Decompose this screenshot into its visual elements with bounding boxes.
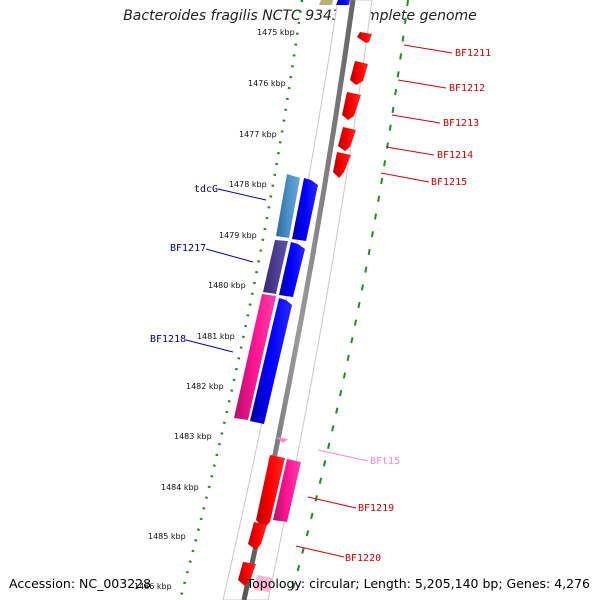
gene-arrow-reverse-1	[256, 455, 285, 528]
gene-label-BF1219: BF1219	[358, 503, 394, 514]
backbone-band	[222, 0, 373, 600]
gene-block-BF1218	[234, 294, 276, 420]
kbp-label-1484: 1484 kbp	[161, 483, 199, 492]
gene-block-blue-top	[336, 0, 350, 5]
gene-arrow-reverse-2	[238, 562, 256, 586]
gene-label-BF1220: BF1220	[345, 553, 381, 564]
kbp-label-1483: 1483 kbp	[174, 432, 212, 441]
gene-label-BFt15: BFt15	[370, 456, 400, 467]
gene-label-BF1214: BF1214	[437, 150, 473, 161]
gene-arrow-BF1214	[338, 127, 356, 151]
leader-BFt15	[317, 449, 369, 462]
gene-label-BF1212: BF1212	[449, 83, 485, 94]
kbp-label-1481: 1481 kbp	[197, 332, 235, 341]
gene-block-olive	[319, 0, 333, 5]
leader-lines	[185, 44, 453, 558]
leader-BF1212	[397, 79, 447, 89]
leader-BF1220	[295, 545, 345, 558]
gene-block-pink-bottom	[254, 575, 273, 592]
gene-arrow-BF1211	[357, 32, 372, 43]
leader-BF1214	[385, 146, 435, 156]
kbp-label-1485: 1485 kbp	[148, 532, 186, 541]
leader-BF1211	[403, 44, 453, 54]
leader-tdcG	[217, 188, 267, 201]
leader-BF1218	[185, 339, 234, 353]
accession-text: Accession: NC_003228	[9, 576, 152, 591]
leader-BF1213	[391, 114, 441, 124]
genome-stats-text: Topology: circular; Length: 5,205,140 bp…	[246, 576, 590, 591]
leader-BF1215	[380, 172, 430, 183]
kbp-label-1486: 1486 kbp	[134, 582, 172, 591]
kbp-label-1475: 1475 kbp	[257, 28, 295, 37]
gene-label-tdcG: tdcG	[194, 184, 218, 195]
gene-label-BF1213: BF1213	[443, 118, 479, 129]
kbp-label-1476: 1476 kbp	[248, 79, 286, 88]
gene-arrow-BF1213	[342, 92, 361, 120]
gene-label-BF1215: BF1215	[431, 177, 467, 188]
kbp-label-1477: 1477 kbp	[239, 130, 277, 139]
forward-genes	[234, 0, 350, 424]
map-title: Bacteroides fragilis NCTC 9343, complete…	[123, 8, 477, 24]
gene-block-BF1219	[273, 459, 301, 522]
kbp-label-1479: 1479 kbp	[219, 231, 257, 240]
gene-arrow-BF1215	[333, 152, 351, 178]
gene-labels: tdcG BF1217 BF1218 BF1211 BF1212 BF1213 …	[150, 48, 491, 564]
leader-BF1219	[307, 496, 357, 509]
gene-label-BF1218: BF1218	[150, 334, 186, 345]
gene-arrow-BF1220	[248, 522, 267, 550]
gene-block-tdcG	[276, 174, 300, 238]
gene-arrow-BFt15	[276, 437, 288, 443]
kbp-label-1478: 1478 kbp	[229, 180, 267, 189]
gene-arrow-forward-1	[292, 178, 318, 241]
kbp-label-1480: 1480 kbp	[208, 281, 246, 290]
gene-arrow-BF1212	[350, 61, 368, 85]
gene-label-BF1211: BF1211	[455, 48, 491, 59]
gene-arrow-forward-3	[250, 298, 292, 424]
gene-arrow-forward-2	[279, 242, 305, 297]
reverse-genes	[238, 32, 372, 592]
kbp-labels: 1475 kbp 1476 kbp 1477 kbp 1478 kbp 1479…	[134, 28, 295, 591]
gene-label-BF1217: BF1217	[170, 243, 206, 254]
kbp-label-1482: 1482 kbp	[186, 382, 224, 391]
leader-BF1217	[205, 248, 254, 263]
gene-block-BF1217	[263, 240, 288, 294]
outer-tick-ring	[289, 0, 409, 600]
